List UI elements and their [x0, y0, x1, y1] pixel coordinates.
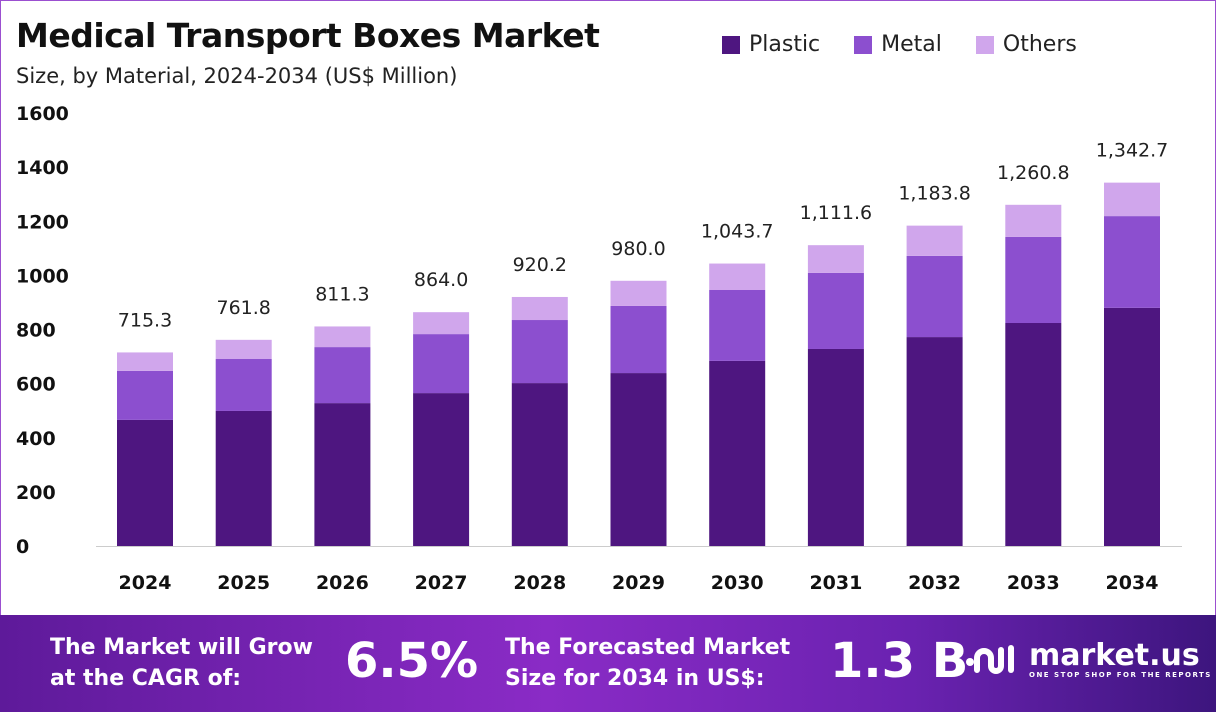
x-tick-label: 2034 — [1106, 572, 1159, 594]
legend: Plastic Metal Others — [722, 32, 1077, 57]
total-data-label: 1,043.7 — [701, 221, 774, 243]
x-tick-label: 2032 — [908, 572, 961, 594]
bar-segment-plastic — [1104, 307, 1160, 546]
forecast-value: 1.3 B — [830, 633, 969, 689]
x-tick-label: 2027 — [415, 572, 468, 594]
bar-segment-metal — [511, 320, 568, 384]
bar-segment-others — [1005, 204, 1062, 237]
legend-item-plastic: Plastic — [722, 32, 820, 57]
total-data-label: 811.3 — [315, 283, 369, 305]
y-tick-label: 600 — [16, 374, 56, 396]
bar-segment-others — [413, 312, 470, 335]
y-tick-label: 1200 — [16, 211, 69, 233]
legend-swatch — [854, 35, 873, 54]
logo-text: market.us — [1029, 638, 1200, 673]
bar-segment-others — [610, 280, 667, 306]
y-tick-label: 200 — [16, 482, 56, 504]
bar-segment-metal — [1104, 216, 1160, 308]
legend-item-metal: Metal — [854, 32, 942, 57]
bar-segment-metal — [117, 370, 173, 420]
forecast-label: The Forecasted Market Size for 2034 in U… — [505, 635, 791, 691]
bar-segment-others — [215, 339, 272, 359]
logo-icon — [966, 645, 1014, 674]
legend-swatch — [975, 35, 994, 54]
y-tick-label: 1400 — [16, 157, 69, 179]
total-data-label: 980.0 — [611, 238, 665, 260]
bar-segment-others — [314, 326, 371, 348]
bar-segment-plastic — [511, 383, 568, 546]
legend-item-others: Others — [975, 32, 1077, 57]
bar-segment-plastic — [807, 348, 864, 546]
y-tick-label: 1000 — [16, 265, 69, 287]
cagr-value: 6.5% — [345, 633, 479, 689]
bar-segment-plastic — [215, 410, 272, 546]
bar-segment-plastic — [709, 360, 766, 546]
bar-segment-others — [807, 245, 864, 273]
legend-label: Others — [1002, 32, 1077, 57]
cagr-label: The Market will Grow at the CAGR of: — [50, 635, 313, 691]
bar-segment-plastic — [117, 419, 173, 546]
chart-subtitle: Size, by Material, 2024-2034 (US$ Millio… — [16, 64, 458, 88]
total-data-label: 1,342.7 — [1096, 140, 1169, 162]
x-tick-label: 2028 — [513, 572, 566, 594]
bar-segment-plastic — [906, 337, 963, 546]
bar-segment-plastic — [610, 373, 667, 546]
bar-segment-plastic — [413, 393, 470, 546]
x-tick-label: 2033 — [1007, 572, 1060, 594]
total-data-label: 1,183.8 — [898, 183, 971, 205]
bar-segment-others — [906, 225, 963, 256]
bar-segment-plastic — [314, 403, 371, 546]
bar-segment-metal — [906, 255, 963, 338]
chart-title: Medical Transport Boxes Market — [16, 16, 600, 55]
bar-segment-metal — [215, 358, 272, 411]
bar-segment-metal — [1005, 236, 1062, 324]
x-tick-label: 2024 — [119, 572, 172, 594]
bar-segment-others — [1104, 182, 1160, 217]
total-data-label: 1,260.8 — [997, 162, 1070, 184]
bar-segment-metal — [807, 272, 864, 349]
total-data-label: 920.2 — [513, 254, 567, 276]
x-tick-label: 2026 — [316, 572, 369, 594]
bar-segment-others — [117, 352, 173, 371]
total-data-label: 715.3 — [118, 309, 172, 331]
legend-swatch — [722, 35, 740, 54]
footer-banner: The Market will Grow at the CAGR of: 6.5… — [0, 615, 1216, 712]
y-tick-label: 1600 — [16, 103, 69, 125]
total-data-label: 864.0 — [414, 269, 468, 291]
x-tick-label: 2030 — [711, 572, 764, 594]
bar-segment-metal — [709, 289, 766, 361]
legend-label: Metal — [881, 32, 942, 57]
logo-tagline: ONE STOP SHOP FOR THE REPORTS — [1029, 671, 1212, 679]
bar-segment-plastic — [1005, 323, 1062, 546]
bar-segment-others — [511, 296, 568, 321]
x-tick-label: 2029 — [612, 572, 665, 594]
x-tick-label: 2025 — [217, 572, 270, 594]
bar-segment-metal — [413, 334, 470, 394]
bar-segment-metal — [314, 347, 371, 404]
total-data-label: 1,111.6 — [800, 202, 873, 224]
bar-segment-others — [709, 263, 766, 290]
bar-chart: 0 200 400 600 800 1000 1200 1400 1600 715.3 2024 76… — [16, 103, 1182, 594]
bar-segment-metal — [610, 305, 667, 374]
legend-label: Plastic — [749, 32, 821, 57]
y-tick-label: 800 — [16, 320, 56, 342]
total-data-label: 761.8 — [216, 297, 270, 319]
x-tick-label: 2031 — [809, 572, 862, 594]
market-us-logo: market.us ONE STOP SHOP FOR THE REPORTS — [965, 640, 1212, 680]
y-tick-label: 0 — [16, 536, 29, 558]
y-tick-label: 400 — [16, 428, 56, 450]
